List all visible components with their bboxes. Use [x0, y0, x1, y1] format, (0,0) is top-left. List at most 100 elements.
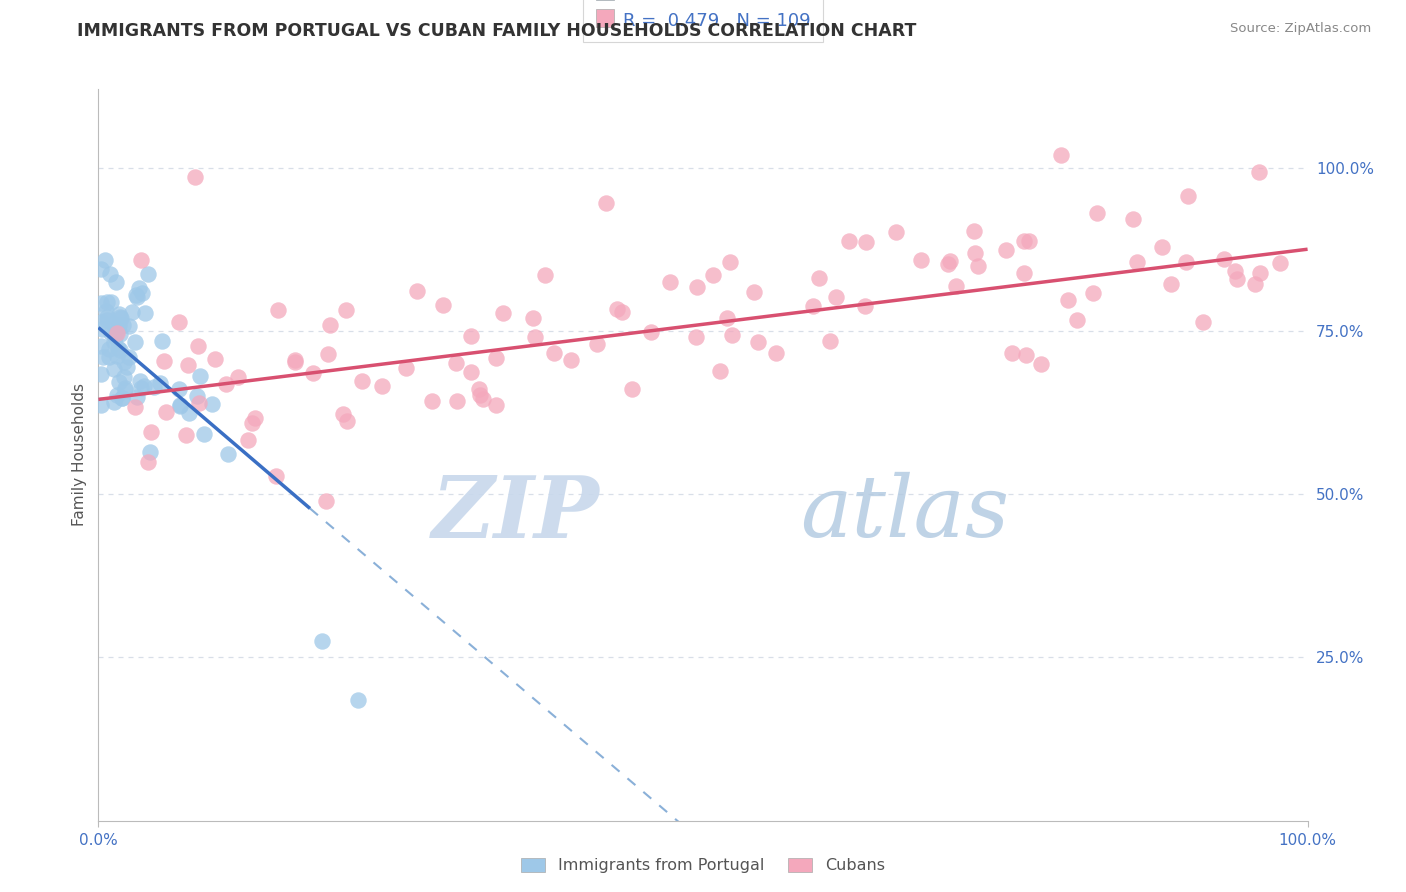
Point — [994, 244, 1017, 258]
Point — [155, 405, 177, 419]
Point — [585, 336, 607, 351]
Point — [395, 360, 418, 375]
Point — [444, 356, 467, 370]
Point — [1174, 255, 1197, 269]
Point — [963, 224, 986, 238]
Point — [134, 305, 156, 319]
Point — [142, 379, 165, 393]
Point — [112, 354, 135, 368]
Point — [432, 298, 454, 312]
Point — [94, 253, 117, 268]
Point — [702, 268, 724, 282]
Point — [967, 259, 990, 273]
Point — [96, 313, 118, 327]
Point — [820, 334, 842, 348]
Point — [110, 311, 132, 326]
Point — [640, 325, 662, 339]
Point — [1192, 315, 1215, 329]
Point — [1029, 357, 1052, 371]
Point — [193, 427, 215, 442]
Point — [127, 390, 149, 404]
Point — [621, 383, 644, 397]
Point — [1122, 212, 1144, 227]
Point — [105, 324, 128, 338]
Text: ZIP: ZIP — [433, 472, 600, 555]
Point — [855, 235, 877, 249]
Point — [90, 295, 112, 310]
Point — [103, 362, 125, 376]
Point — [108, 318, 131, 332]
Point — [124, 401, 146, 415]
Point — [204, 351, 226, 366]
Point — [264, 469, 287, 483]
Point — [460, 329, 482, 343]
Point — [228, 370, 250, 384]
Point — [169, 399, 191, 413]
Point — [485, 398, 508, 412]
Point — [1249, 164, 1271, 178]
Point — [90, 338, 112, 352]
Point — [118, 350, 141, 364]
Point — [176, 358, 198, 372]
Point — [612, 305, 634, 319]
Point — [187, 338, 209, 352]
Point — [90, 398, 112, 412]
Point — [118, 319, 141, 334]
Point — [1081, 286, 1104, 301]
Text: Source: ZipAtlas.com: Source: ZipAtlas.com — [1230, 22, 1371, 36]
Point — [420, 394, 443, 409]
Point — [721, 327, 744, 342]
Point — [174, 428, 197, 442]
Point — [112, 318, 135, 332]
Point — [485, 351, 508, 365]
Point — [187, 396, 209, 410]
Point — [217, 447, 239, 461]
Point — [184, 170, 207, 185]
Point — [215, 376, 238, 391]
Point — [169, 315, 191, 329]
Point — [824, 290, 846, 304]
Point — [560, 352, 582, 367]
Point — [716, 310, 738, 325]
Point — [468, 388, 491, 402]
Point — [115, 359, 138, 374]
Point — [125, 290, 148, 304]
Point — [301, 366, 323, 380]
Point — [853, 299, 876, 313]
Point — [1050, 148, 1073, 162]
Point — [533, 268, 555, 283]
Point — [747, 334, 769, 349]
Point — [136, 267, 159, 281]
Text: atlas: atlas — [800, 472, 1010, 555]
Point — [104, 330, 127, 344]
Point — [188, 369, 211, 384]
Point — [96, 295, 118, 310]
Point — [110, 343, 132, 357]
Point — [315, 494, 337, 508]
Point — [96, 304, 118, 318]
Point — [1001, 346, 1024, 360]
Point — [121, 305, 143, 319]
Point — [945, 278, 967, 293]
Point — [1177, 189, 1199, 203]
Point — [1223, 264, 1246, 278]
Point — [177, 406, 200, 420]
Point — [1012, 235, 1035, 249]
Point — [1018, 234, 1040, 248]
Point — [136, 455, 159, 469]
Point — [659, 276, 682, 290]
Point — [103, 334, 125, 349]
Point — [347, 693, 370, 707]
Point — [125, 287, 148, 301]
Point — [838, 234, 860, 248]
Point — [352, 374, 374, 388]
Point — [1160, 277, 1182, 291]
Legend: R = -0.477   N =  72, R =  0.479   N = 109: R = -0.477 N = 72, R = 0.479 N = 109 — [583, 0, 823, 42]
Point — [108, 310, 131, 325]
Point — [90, 322, 112, 336]
Point — [718, 254, 741, 268]
Point — [169, 398, 191, 412]
Point — [1057, 293, 1080, 307]
Point — [129, 253, 152, 268]
Point — [91, 350, 114, 364]
